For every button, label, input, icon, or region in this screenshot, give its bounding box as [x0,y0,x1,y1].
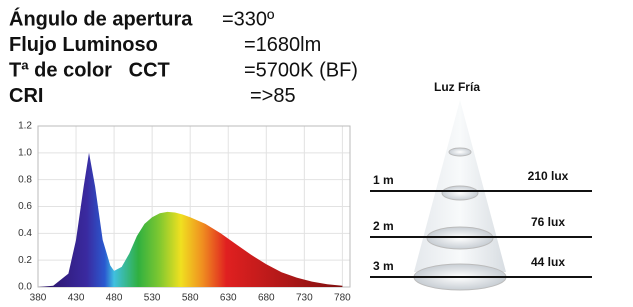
spec-value: =>85 [250,85,296,107]
light-disc [442,186,478,200]
y-tick-label: 0.2 [18,255,32,266]
spectrum-chart: 0.0 0.2 0.4 0.6 0.8 1.0 1.2 380 430 480 530 580 630 6… [18,121,351,304]
x-tick-label: 680 [258,293,275,304]
distance-label: 1 m [373,173,394,187]
spec-label: CRI [9,85,43,107]
x-tick-label: 480 [106,293,123,304]
x-tick-label: 380 [30,293,47,304]
y-tick-label: 1.2 [18,121,32,132]
x-tick-label: 780 [334,293,351,304]
distance-label: 2 m [373,219,394,233]
y-tick-label: 0.6 [18,201,32,212]
x-tick-label: 630 [220,293,237,304]
spec-label: Flujo Luminoso [9,34,158,56]
page: 0.0 0.2 0.4 0.6 0.8 1.0 1.2 380 430 480 530 580 630 6… [0,0,633,307]
y-tick-label: 0.4 [18,228,32,239]
x-tick-label: 580 [182,293,199,304]
specs: Ángulo de apertura =330º Flujo Luminoso =16… [9,7,358,107]
light-disc [449,148,471,156]
spec-label: Tª de color CCT [9,59,170,81]
lux-label: 76 lux [531,215,565,229]
x-tick-label: 530 [144,293,161,304]
spec-value: =1680lm [244,34,321,56]
y-tick-label: 0.8 [18,174,32,185]
diagram-title: Luz Fría [434,80,480,94]
lux-label: 210 lux [528,169,569,183]
illumination-diagram: Luz Fría 1 m 210 lux 2 m 76 lux 3 m 44 lux [370,80,592,290]
spec-value: =5700K (BF) [244,59,358,81]
x-tick-label: 730 [296,293,313,304]
distance-label: 3 m [373,259,394,273]
y-tick-label: 0.0 [18,282,32,293]
canvas: 0.0 0.2 0.4 0.6 0.8 1.0 1.2 380 430 480 530 580 630 6… [0,0,633,307]
x-tick-label: 430 [68,293,85,304]
lux-label: 44 lux [531,255,565,269]
y-tick-label: 1.0 [18,147,32,158]
spec-value: =330º [222,8,275,30]
spec-label: Ángulo de apertura [9,7,193,30]
